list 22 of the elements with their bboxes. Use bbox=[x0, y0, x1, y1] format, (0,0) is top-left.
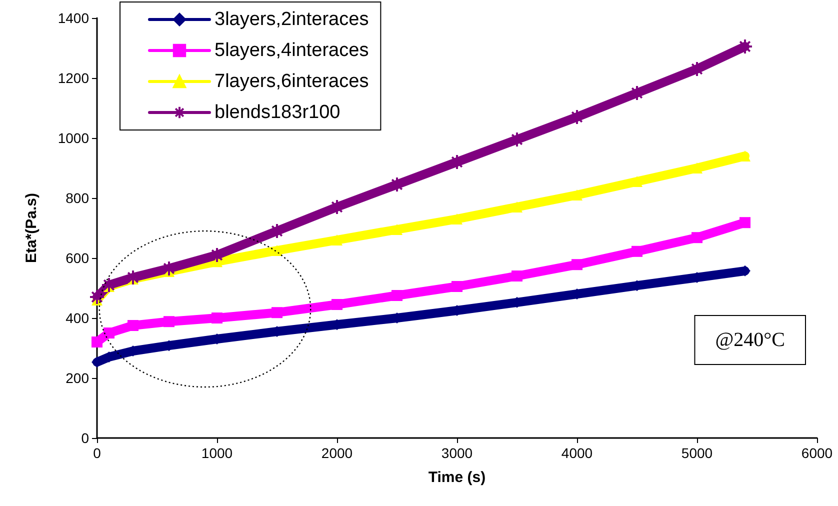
y-tick-label: 1000 bbox=[58, 130, 90, 146]
legend-label: 7layers,6interaces bbox=[214, 71, 369, 92]
y-axis-title: Eta*(Pa.s) bbox=[23, 192, 40, 264]
legend-label: 5layers,4interaces bbox=[214, 40, 369, 61]
x-tick-label: 6000 bbox=[801, 445, 833, 461]
x-axis-title: Time (s) bbox=[428, 469, 486, 486]
x-tick-label: 4000 bbox=[561, 445, 593, 461]
legend-label: 3layers,2interaces bbox=[214, 9, 369, 30]
y-tick-label: 1200 bbox=[58, 70, 90, 86]
y-tick-label: 200 bbox=[66, 370, 90, 386]
x-tick-label: 5000 bbox=[681, 445, 713, 461]
y-tick-label: 800 bbox=[66, 190, 90, 206]
y-tick-label: 400 bbox=[66, 310, 90, 326]
annotation: @240°C bbox=[715, 329, 786, 351]
x-tick-label: 1000 bbox=[201, 445, 233, 461]
x-tick-label: 0 bbox=[93, 445, 102, 461]
legend-label: blends183r100 bbox=[214, 102, 340, 123]
x-tick-label: 3000 bbox=[441, 445, 473, 461]
y-tick-label: 600 bbox=[66, 250, 90, 266]
y-tick-label: 0 bbox=[81, 430, 90, 446]
y-tick-label: 1400 bbox=[58, 10, 90, 26]
x-tick-label: 2000 bbox=[321, 445, 353, 461]
